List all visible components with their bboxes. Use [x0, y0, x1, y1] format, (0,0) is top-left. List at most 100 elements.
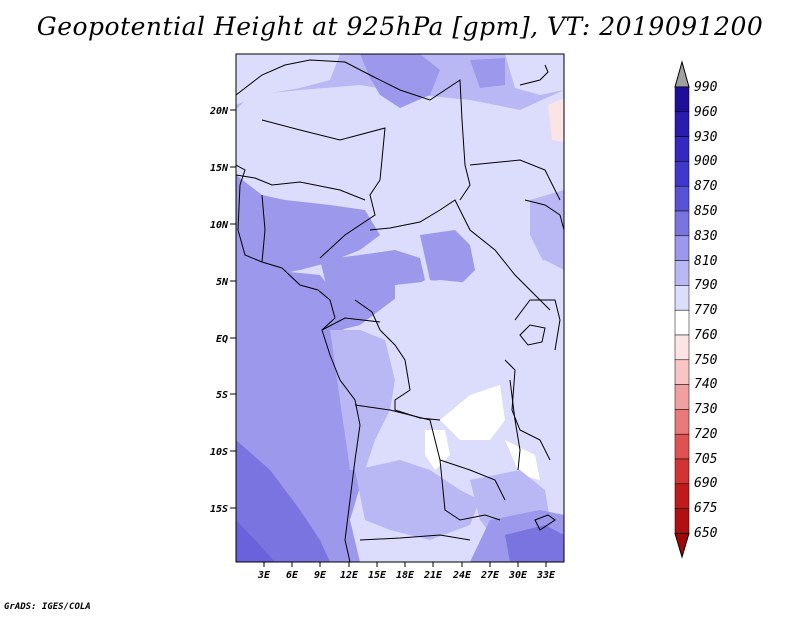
lon-label: 30E: [508, 570, 528, 581]
border-sudan: [469, 159, 561, 201]
lat-labels: 20N 15N 10N 5N EQ 5S 10S 15S: [209, 106, 229, 515]
colorbar-swatch-960: [674, 86, 690, 113]
colorbar-swatch-790: [674, 260, 690, 286]
colorbar-swatch-730: [674, 384, 690, 410]
colorbar-swatch-850: [674, 185, 690, 212]
border-ghana: [261, 194, 266, 263]
lon-label: 3E: [257, 570, 271, 581]
colorbar-label: 850: [694, 204, 718, 219]
border-namibia: [359, 534, 471, 541]
colorbar-label: 760: [694, 328, 718, 343]
field-white-760d: [505, 440, 540, 480]
lat-label: 5N: [216, 277, 229, 288]
colorbar-swatch-705: [674, 433, 690, 460]
field-ne-770: [505, 54, 564, 95]
colorbar-label: 690: [694, 476, 718, 491]
field-congo-770: [395, 280, 520, 410]
lake-victoria: [519, 324, 546, 346]
lat-label: 15S: [210, 504, 228, 515]
colorbar-label: 900: [694, 154, 718, 169]
colorbar: [674, 60, 690, 559]
lon-label: 24E: [452, 570, 472, 581]
colorbar-label: 730: [694, 402, 718, 417]
colorbar-label: 720: [694, 427, 718, 442]
field-north-810b: [470, 58, 505, 88]
field-central-810: [320, 250, 425, 330]
colorbar-swatch-650: [674, 508, 690, 534]
border-uganda: [514, 299, 561, 351]
lake-shape: [534, 514, 556, 531]
colorbar-swatch-900: [674, 136, 690, 162]
lon-label: 12E: [340, 570, 359, 581]
colorbar-label: 705: [694, 452, 718, 467]
lat-label: 10N: [210, 220, 229, 231]
field-sudan-770: [455, 100, 550, 215]
colorbar-swatch-830: [674, 210, 690, 237]
colorbar-label: 740: [694, 377, 718, 392]
lon-label: 6E: [286, 570, 299, 581]
colorbar-swatch-690: [674, 458, 690, 485]
colorbar-bottom-arrow: [674, 532, 690, 559]
colorbar-swatch-770: [674, 285, 690, 311]
border-zambia: [439, 459, 501, 521]
border-egypt-sinai: [519, 64, 549, 86]
lon-label: 27E: [480, 570, 500, 581]
field-redsea-750: [548, 98, 564, 142]
lon-labels: 3E 6E 9E 12E 15E 18E 21E 24E 27E 30E 33E: [257, 570, 556, 581]
border-sahara: [236, 59, 471, 201]
colorbar-label: 750: [694, 353, 718, 368]
lat-label: 5S: [216, 390, 228, 401]
field-white-760a: [440, 385, 505, 440]
colorbar-top-arrow: [674, 60, 690, 88]
map-frame: [235, 53, 565, 563]
lon-ticks: [263, 562, 547, 567]
colorbar-labels: 990 960 930 900 870 850 830 810 790 770 …: [694, 80, 718, 541]
footer-credit: GrADS: IGES/COLA: [4, 602, 91, 612]
border-tanzania: [504, 359, 551, 461]
colorbar-swatch-870: [674, 161, 690, 187]
colorbar-swatch-750: [674, 334, 690, 361]
lat-label: 20N: [209, 106, 229, 117]
lon-label: 21E: [423, 570, 443, 581]
border-gabon: [321, 317, 381, 331]
colorbar-label: 830: [694, 229, 718, 244]
colorbar-label: 770: [694, 303, 718, 318]
colorbar-label: 675: [694, 501, 718, 516]
field-sahel-810: [236, 175, 380, 275]
field-north-810: [360, 54, 440, 108]
lon-label: 15E: [368, 570, 387, 581]
colorbar-label: 810: [694, 254, 718, 269]
field-kenya-770: [510, 260, 564, 410]
lat-label: 15N: [210, 163, 229, 174]
border-burkina: [236, 174, 366, 201]
map-title: Geopotential Height at 925hPa [gpm], VT:…: [36, 12, 764, 41]
lake-tanganyika: [509, 379, 521, 471]
field-atlantic-830: [236, 440, 330, 562]
border-nigeria: [319, 179, 381, 259]
lon-label: 33E: [536, 570, 556, 581]
colorbar-swatch-760: [674, 309, 690, 336]
map-fill-layer: [236, 54, 564, 562]
lon-label: 9E: [314, 570, 327, 581]
border-eritrea: [524, 199, 564, 231]
colorbar-swatch-930: [674, 111, 690, 137]
field-car-810: [420, 230, 475, 285]
lat-label: 10S: [210, 447, 228, 458]
colorbar-label: 930: [694, 130, 718, 145]
colorbar-label: 990: [694, 80, 718, 95]
field-gabon-790: [330, 330, 395, 470]
field-se-830: [505, 525, 564, 562]
colorbar-label: 960: [694, 105, 718, 120]
border-chad-car: [369, 199, 551, 311]
field-nw-770: [236, 54, 340, 105]
political-boundaries: [236, 59, 564, 562]
colorbar-swatch-720: [674, 409, 690, 435]
colorbar-swatch-810: [674, 235, 690, 261]
colorbar-label: 790: [694, 278, 718, 293]
field-south-790: [355, 460, 480, 540]
lat-label: EQ: [216, 334, 228, 345]
lon-label: 18E: [396, 570, 415, 581]
field-ethiopia-790: [530, 190, 564, 270]
border-niger: [261, 119, 386, 181]
